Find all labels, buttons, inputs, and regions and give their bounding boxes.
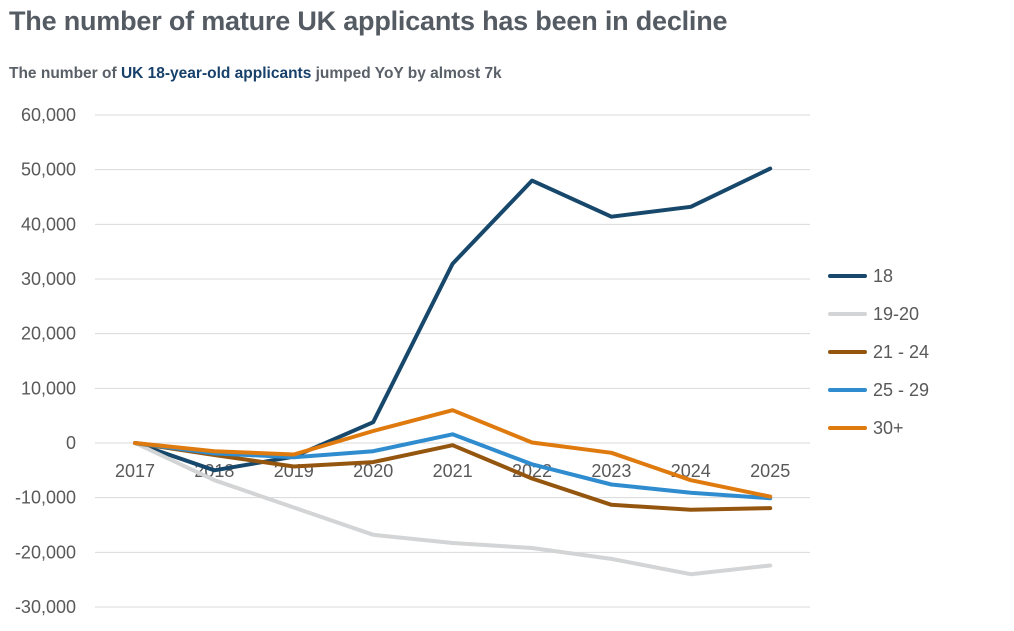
- x-tick-label: 2024: [671, 461, 711, 481]
- legend-label: 30+: [873, 418, 904, 438]
- grid-lines: [95, 114, 810, 608]
- y-tick-label: 60,000: [21, 105, 76, 125]
- x-tick-label: 2021: [433, 461, 473, 481]
- legend-label: 19-20: [873, 304, 919, 324]
- subtitle-prefix: The number of: [9, 65, 121, 82]
- legend-label: 21 - 24: [873, 342, 929, 362]
- y-tick-label: -20,000: [15, 542, 76, 562]
- y-tick-label: 20,000: [21, 324, 76, 344]
- legend-label: 18: [873, 266, 893, 286]
- x-tick-label: 2020: [353, 461, 393, 481]
- y-tick-label: 30,000: [21, 269, 76, 289]
- subtitle-suffix: jumped YoY by almost 7k: [311, 65, 502, 82]
- y-tick-label: 50,000: [21, 160, 76, 180]
- y-tick-label: 0: [66, 433, 76, 453]
- series-line-21-24: [133, 441, 773, 512]
- legend: 18 19-20 21 - 24 25 - 29 30+: [828, 266, 929, 438]
- legend-label: 25 - 29: [873, 380, 929, 400]
- y-axis-labels: 60,000 50,000 40,000 30,000 20,000 10,000 0 -10…: [15, 105, 76, 617]
- chart-title: The number of mature UK applicants has b…: [9, 6, 728, 36]
- y-tick-label: -30,000: [15, 597, 76, 617]
- x-tick-label: 2025: [750, 461, 790, 481]
- series-line-25-29: [133, 432, 773, 501]
- chart-subtitle: The number of UK 18-year-old applicants …: [9, 65, 502, 83]
- series-line-19-20: [133, 441, 773, 577]
- y-tick-label: 10,000: [21, 378, 76, 398]
- series-lines: [133, 166, 773, 577]
- subtitle-highlight: UK 18-year-old applicants: [120, 65, 312, 82]
- y-tick-label: 40,000: [21, 214, 76, 234]
- y-tick-label: -10,000: [15, 488, 76, 508]
- x-tick-label: 2017: [115, 461, 155, 481]
- series-line-18: [133, 166, 773, 473]
- x-tick-label: 2023: [591, 461, 631, 481]
- series-line-30-: [133, 408, 773, 499]
